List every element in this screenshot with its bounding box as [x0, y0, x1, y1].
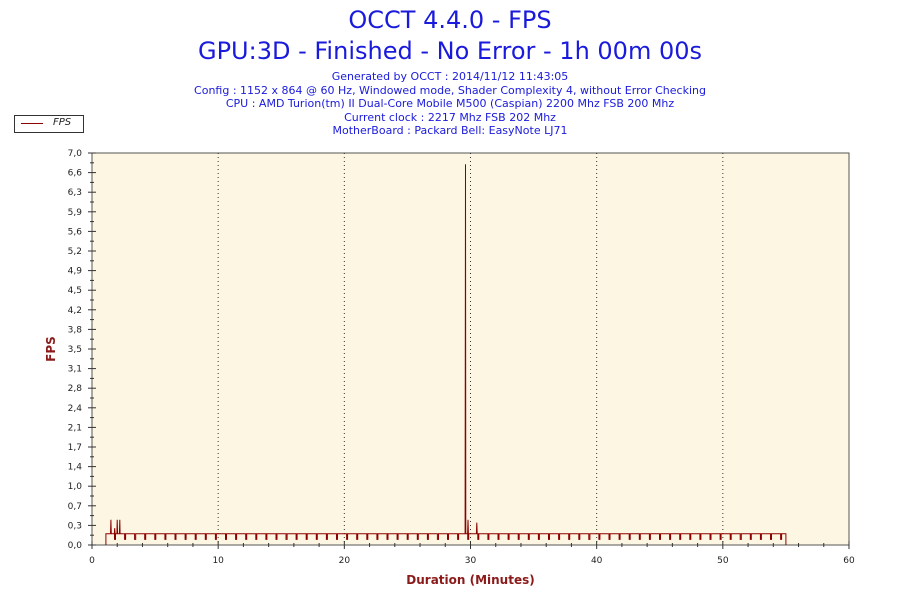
y-tick-label-7: 2,4 [68, 404, 83, 414]
y-tick-label-11: 3,8 [68, 325, 83, 335]
x-tick-label-4: 40 [591, 556, 603, 566]
y-tick-label-10: 3,5 [68, 345, 82, 355]
legend-swatch [21, 123, 43, 124]
x-axis-title: Duration (Minutes) [406, 573, 534, 587]
series-line-fps [105, 164, 787, 545]
x-tick-label-2: 20 [339, 556, 351, 566]
y-axis: 0,0 0,3 0,7 1,0 1,4 1,7 2,1 2,4 2,8 3,1 3,5 3,8 4,2 4… [68, 149, 96, 551]
info-generated: Generated by OCCT : 2014/11/12 11:43:05 [331, 70, 569, 83]
y-axis-title: FPS [44, 336, 58, 362]
y-tick-label-9: 3,1 [68, 365, 82, 375]
x-tick-label-5: 50 [717, 556, 729, 566]
info-config: Config : 1152 x 864 @ 60 Hz, Windowed mo… [194, 83, 706, 97]
x-tick-label-1: 10 [212, 556, 224, 566]
legend: FPS [14, 115, 84, 133]
y-tick-label-15: 5,2 [68, 247, 82, 257]
chart-title: OCCT 4.4.0 - FPS [348, 6, 552, 34]
y-tick-label-0: 0,0 [68, 541, 83, 551]
y-tick-label-2: 0,7 [68, 502, 82, 512]
info-block: Generated by OCCT : 2014/11/12 11:43:05 … [0, 70, 900, 138]
legend-label: FPS [53, 117, 72, 128]
y-tick-label-17: 5,9 [68, 208, 83, 218]
x-tick-label-6: 60 [843, 556, 855, 566]
chart-subtitle: GPU:3D - Finished - No Error - 1h 00m 00… [197, 37, 702, 65]
grid-lines [217, 153, 724, 545]
y-tick-label-16: 5,6 [68, 227, 83, 237]
y-tick-label-8: 2,8 [68, 384, 83, 394]
x-axis: 0 10 20 30 40 50 60 [89, 541, 855, 566]
y-tick-label-4: 1,4 [68, 463, 83, 473]
y-tick-label-5: 1,7 [68, 443, 82, 453]
y-tick-label-6: 2,1 [68, 423, 82, 433]
y-tick-label-1: 0,3 [68, 521, 82, 531]
y-tick-label-19: 6,6 [68, 169, 83, 179]
y-tick-label-20: 7,0 [68, 149, 83, 159]
y-tick-label-18: 6,3 [68, 188, 82, 198]
y-tick-label-3: 1,0 [68, 482, 83, 492]
y-tick-label-14: 4,9 [68, 267, 83, 277]
x-tick-label-0: 0 [89, 556, 95, 566]
info-clock: Current clock : 2217 Mhz FSB 202 Mhz [344, 110, 556, 124]
x-tick-label-3: 30 [465, 556, 477, 566]
y-tick-label-12: 4,2 [68, 306, 82, 316]
y-tick-label-13: 4,5 [68, 286, 82, 296]
info-motherboard: MotherBoard : Packard Bell: EasyNote LJ7… [332, 124, 568, 137]
info-cpu: CPU : AMD Turion(tm) II Dual-Core Mobile… [225, 97, 675, 110]
